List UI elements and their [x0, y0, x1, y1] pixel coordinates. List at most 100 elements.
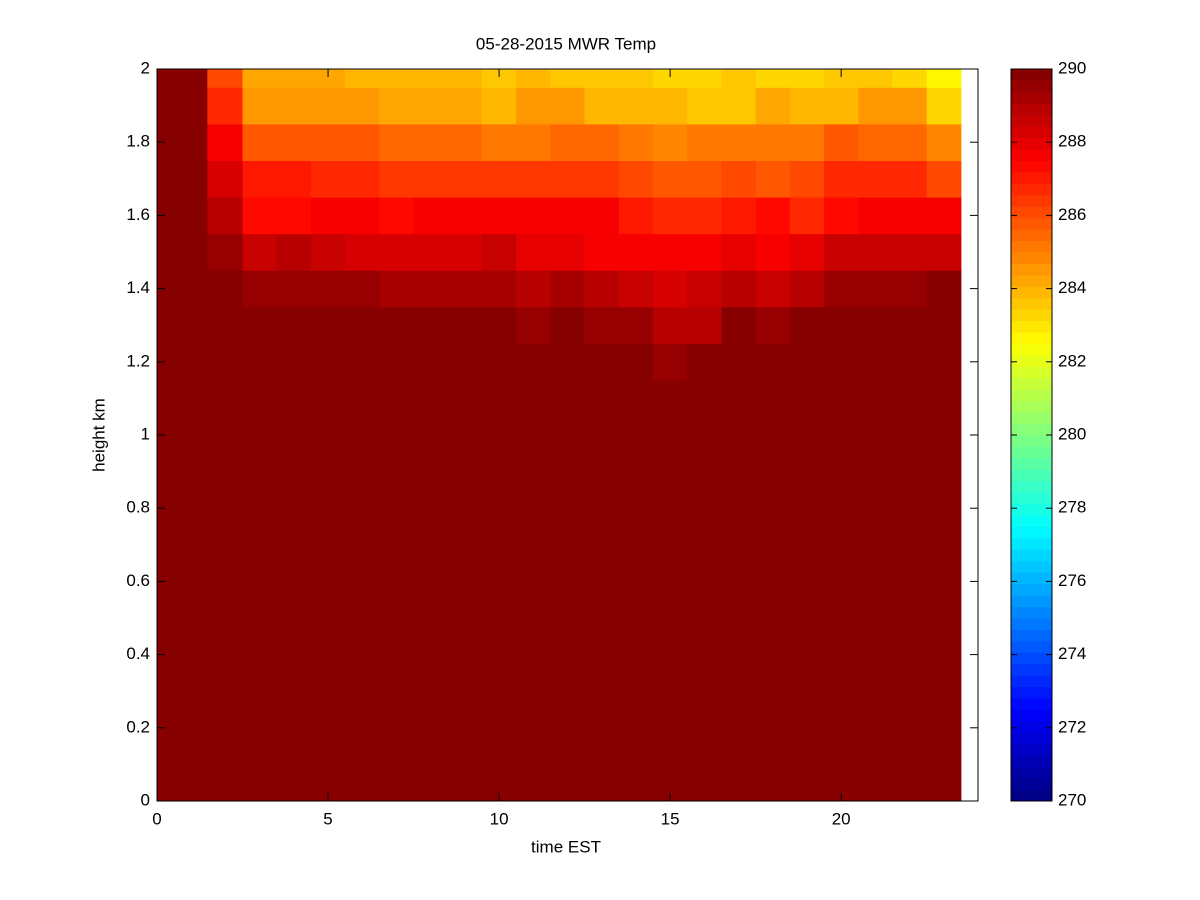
colorbar-swatch	[1011, 778, 1052, 791]
heat-cell	[481, 233, 517, 271]
heat-cell	[721, 197, 757, 235]
heat-cell	[721, 380, 757, 801]
heat-cell	[345, 160, 380, 198]
heat-cell	[157, 306, 208, 344]
heat-cell	[687, 306, 722, 344]
heat-cell	[584, 343, 620, 381]
heat-cell	[379, 87, 415, 125]
colorbar-swatch	[1011, 309, 1052, 322]
colorbar-swatch	[1011, 503, 1052, 516]
colorbar-swatch	[1011, 686, 1052, 699]
x-tick-label: 0	[152, 809, 161, 828]
heat-cell	[413, 87, 449, 125]
heat-cell	[379, 197, 415, 235]
heat-cell	[447, 197, 483, 235]
x-tick-label: 10	[490, 809, 509, 828]
colorbar-swatch	[1011, 492, 1052, 505]
heat-cell	[618, 87, 654, 125]
colorbar-swatch	[1011, 149, 1052, 161]
heat-cell	[276, 197, 312, 235]
heat-cell	[687, 197, 722, 235]
heat-cell	[892, 380, 928, 801]
heat-cell	[207, 380, 244, 801]
heat-cell	[858, 343, 893, 381]
heat-cell	[618, 380, 654, 801]
heat-cell	[755, 69, 791, 88]
heat-cell	[892, 343, 928, 381]
colorbar-swatch	[1011, 446, 1052, 459]
heat-cell	[584, 306, 620, 344]
heat-cell	[789, 87, 825, 125]
heat-cell	[550, 197, 586, 235]
colorbar-tick-label: 270	[1058, 790, 1086, 809]
heat-cell	[276, 306, 312, 344]
heat-cell	[310, 197, 346, 235]
heat-cell	[550, 233, 586, 271]
heat-cell	[926, 87, 962, 125]
heat-cell	[892, 123, 928, 161]
heat-cell	[892, 197, 928, 235]
heat-cell	[310, 123, 346, 161]
heat-cell	[584, 69, 620, 88]
heat-cell	[345, 233, 380, 271]
heat-cell	[824, 197, 859, 235]
heat-cell	[721, 306, 757, 344]
heat-cell	[584, 380, 620, 801]
heat-cell	[276, 160, 312, 198]
heat-cell	[858, 380, 893, 801]
colorbar-swatch	[1011, 217, 1052, 230]
colorbar-swatch	[1011, 126, 1052, 139]
colorbar-swatch	[1011, 560, 1052, 573]
heat-cell	[550, 306, 586, 344]
heat-cell	[687, 343, 722, 381]
heat-cell	[824, 270, 859, 308]
heat-cell	[858, 306, 893, 344]
heat-cell	[653, 87, 688, 125]
heat-cell	[379, 306, 415, 344]
heat-cell	[550, 380, 586, 801]
heat-cell	[310, 233, 346, 271]
heat-cell	[516, 69, 551, 88]
heat-cell	[550, 343, 586, 381]
heat-cell	[858, 233, 893, 271]
heat-cell	[858, 123, 893, 161]
heat-cell	[242, 306, 278, 344]
heat-cell	[242, 343, 278, 381]
colorbar-swatch	[1011, 652, 1052, 665]
heat-cell	[926, 233, 962, 271]
heat-cell	[824, 306, 859, 344]
colorbar-swatch	[1011, 537, 1052, 550]
heat-cell	[345, 197, 380, 235]
heat-cell	[926, 69, 962, 88]
colorbar-swatch	[1011, 263, 1052, 276]
colorbar-swatch	[1011, 640, 1052, 653]
colorbar-swatch	[1011, 240, 1052, 253]
colorbar-swatch	[1011, 526, 1052, 539]
heat-cell	[926, 380, 962, 801]
y-tick-label: 1.6	[126, 205, 150, 224]
colorbar-swatch	[1011, 400, 1052, 413]
colorbar-tick-label: 290	[1058, 58, 1086, 77]
heat-cell	[157, 233, 208, 271]
heat-cell	[345, 270, 380, 308]
heat-cell	[550, 123, 586, 161]
colorbar-swatch	[1011, 572, 1052, 585]
heat-cell	[755, 380, 791, 801]
colorbar-swatch	[1011, 252, 1052, 264]
heat-cell	[516, 306, 551, 344]
heat-cell	[481, 87, 517, 125]
colorbar-swatch	[1011, 183, 1052, 196]
heat-cell	[653, 69, 688, 88]
heat-cell	[157, 87, 208, 125]
colorbar-swatch	[1011, 595, 1052, 608]
heat-cell	[892, 160, 928, 198]
colorbar-swatch	[1011, 457, 1052, 470]
y-tick-label: 1	[141, 424, 150, 443]
heat-cell	[618, 306, 654, 344]
heat-cell	[413, 306, 449, 344]
heat-cell	[310, 380, 346, 801]
colorbar-swatch	[1011, 709, 1052, 722]
heat-cell	[379, 69, 415, 88]
heat-cell	[653, 306, 688, 344]
heat-cell	[207, 160, 244, 198]
